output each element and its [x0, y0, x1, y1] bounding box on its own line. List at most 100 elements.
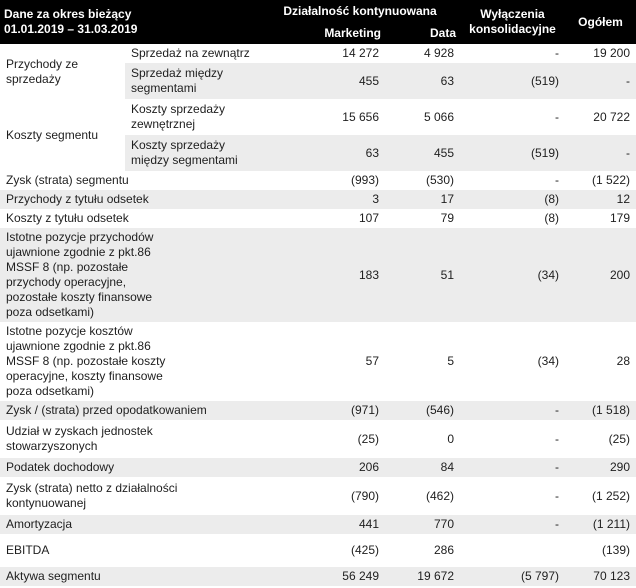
data-value: 51 [385, 228, 460, 322]
total-value: 290 [565, 458, 636, 477]
table-row: Koszty sprzedaży między segmentami 63 45… [0, 135, 636, 171]
data-value: (462) [425, 488, 454, 503]
total-value: 20 722 [593, 109, 630, 124]
eliminations-value: (8) [460, 190, 565, 209]
total-value: - [565, 135, 636, 171]
data-value: 455 [385, 135, 460, 171]
marketing-value: 441 [260, 515, 385, 534]
row-label: Istotne pozycje przychodów ujawnione zgo… [0, 228, 260, 322]
eliminations-value: (34) [537, 354, 559, 368]
table-row: EBITDA (425) 286 (139) [0, 534, 636, 567]
table-header: Dane za okres bieżący 01.01.2019 – 31.03… [0, 0, 636, 44]
row-label: Udział w zyskach jednostek stowarzyszony… [6, 424, 153, 453]
row-label: Podatek dochodowy [0, 458, 260, 477]
eliminations-value: (5 797) [460, 567, 565, 586]
row-label: Zysk / (strata) przed opodatkowaniem [0, 401, 260, 420]
eliminations-value: (8) [544, 211, 559, 225]
data-value: 63 [385, 63, 460, 99]
row-label: Koszty sprzedaży między segmentami [125, 135, 260, 171]
table-row: Przychody z tytułu odsetek 3 17 (8) 12 [0, 190, 636, 209]
table-row: Koszty segmentu Koszty sprzedaży zewnętr… [0, 99, 636, 171]
eliminations-value: - [460, 515, 565, 534]
table-row: Istotne pozycje kosztów ujawnione zgodni… [0, 322, 636, 401]
marketing-value: (790) [350, 488, 379, 503]
data-value: 5 [447, 354, 454, 368]
table-row: Podatek dochodowy 206 84 - 290 [0, 458, 636, 477]
row-label: Koszty sprzedaży zewnętrznej [125, 99, 260, 135]
eliminations-header: Wyłączenia konsolidacyjne [460, 0, 565, 44]
marketing-value: (971) [260, 401, 385, 420]
marketing-value: (425) [350, 543, 379, 557]
eliminations-value: - [555, 46, 559, 60]
row-label: Istotne pozycje kosztów ujawnione zgodni… [6, 324, 166, 398]
marketing-header: Marketing [260, 22, 385, 44]
table-row: Koszty z tytułu odsetek 107 79 (8) 179 [0, 209, 636, 228]
marketing-value: 183 [260, 228, 385, 322]
total-value: 19 200 [593, 46, 630, 60]
table-row: Zysk / (strata) przed opodatkowaniem (97… [0, 401, 636, 420]
table-row: Przychody ze sprzedaży Sprzedaż na zewną… [0, 44, 636, 99]
eliminations-value: - [460, 401, 565, 420]
data-value: 286 [433, 543, 454, 557]
marketing-value: 3 [260, 190, 385, 209]
row-label: Przychody z tytułu odsetek [0, 190, 260, 209]
row-label: Zysk (strata) segmentu [6, 173, 129, 187]
total-value: (25) [608, 431, 630, 446]
marketing-value: 206 [260, 458, 385, 477]
data-value: 84 [385, 458, 460, 477]
data-value: (530) [425, 173, 454, 187]
total-value: 28 [616, 354, 630, 368]
total-value: 179 [609, 211, 630, 225]
table-row: Zysk (strata) netto z działalności konty… [0, 477, 636, 515]
eliminations-value [460, 534, 565, 567]
eliminations-value: (34) [460, 228, 565, 322]
data-value: 19 672 [385, 567, 460, 586]
row-label: Sprzedaż między segmentami [125, 63, 260, 99]
data-header: Data [385, 22, 460, 44]
total-value: (1 518) [565, 401, 636, 420]
table-row: Istotne pozycje przychodów ujawnione zgo… [0, 228, 636, 322]
data-value: 79 [440, 211, 454, 225]
data-value: 5 066 [423, 109, 454, 124]
total-value: (1 522) [591, 173, 630, 187]
eliminations-value: - [555, 488, 559, 503]
total-value: 12 [565, 190, 636, 209]
eliminations-value: - [460, 458, 565, 477]
marketing-value: 107 [358, 211, 379, 225]
marketing-value: (25) [357, 431, 379, 446]
period-title-line1: Dane za okres bieżący [4, 7, 132, 21]
total-header: Ogółem [565, 0, 636, 44]
continuing-operations-header: Działalność kontynuowana [260, 0, 460, 22]
total-value: (1 252) [591, 488, 630, 503]
data-value: (546) [385, 401, 460, 420]
total-value: - [565, 63, 636, 99]
table-row: Aktywa segmentu 56 249 19 672 (5 797) 70… [0, 567, 636, 586]
row-label: EBITDA [6, 543, 50, 557]
marketing-value: 455 [260, 63, 385, 99]
marketing-value: 14 272 [342, 46, 379, 60]
total-value: 200 [565, 228, 636, 322]
revenue-group-label: Przychody ze sprzedaży [0, 44, 125, 99]
row-label: Aktywa segmentu [0, 567, 260, 586]
eliminations-value: (519) [460, 135, 565, 171]
marketing-value: (993) [350, 173, 379, 187]
cost-group-label: Koszty segmentu [0, 99, 125, 171]
table-row: Sprzedaż między segmentami 455 63 (519) … [0, 63, 636, 99]
total-value: 70 123 [565, 567, 636, 586]
marketing-value: 15 656 [342, 109, 379, 124]
table-row: Zysk (strata) segmentu (993) (530) - (1 … [0, 171, 636, 190]
data-value: 4 928 [423, 46, 454, 60]
marketing-value: 57 [365, 354, 379, 368]
row-label: Amortyzacja [0, 515, 260, 534]
eliminations-value: - [555, 173, 559, 187]
row-label: Koszty z tytułu odsetek [6, 211, 129, 225]
eliminations-value: (519) [460, 63, 565, 99]
period-title: Dane za okres bieżący 01.01.2019 – 31.03… [0, 0, 260, 44]
table-row: Udział w zyskach jednostek stowarzyszony… [0, 420, 636, 458]
eliminations-value: - [555, 109, 559, 124]
marketing-value: 56 249 [260, 567, 385, 586]
total-value: (139) [601, 543, 630, 557]
total-value: (1 211) [565, 515, 636, 534]
marketing-value: 63 [260, 135, 385, 171]
